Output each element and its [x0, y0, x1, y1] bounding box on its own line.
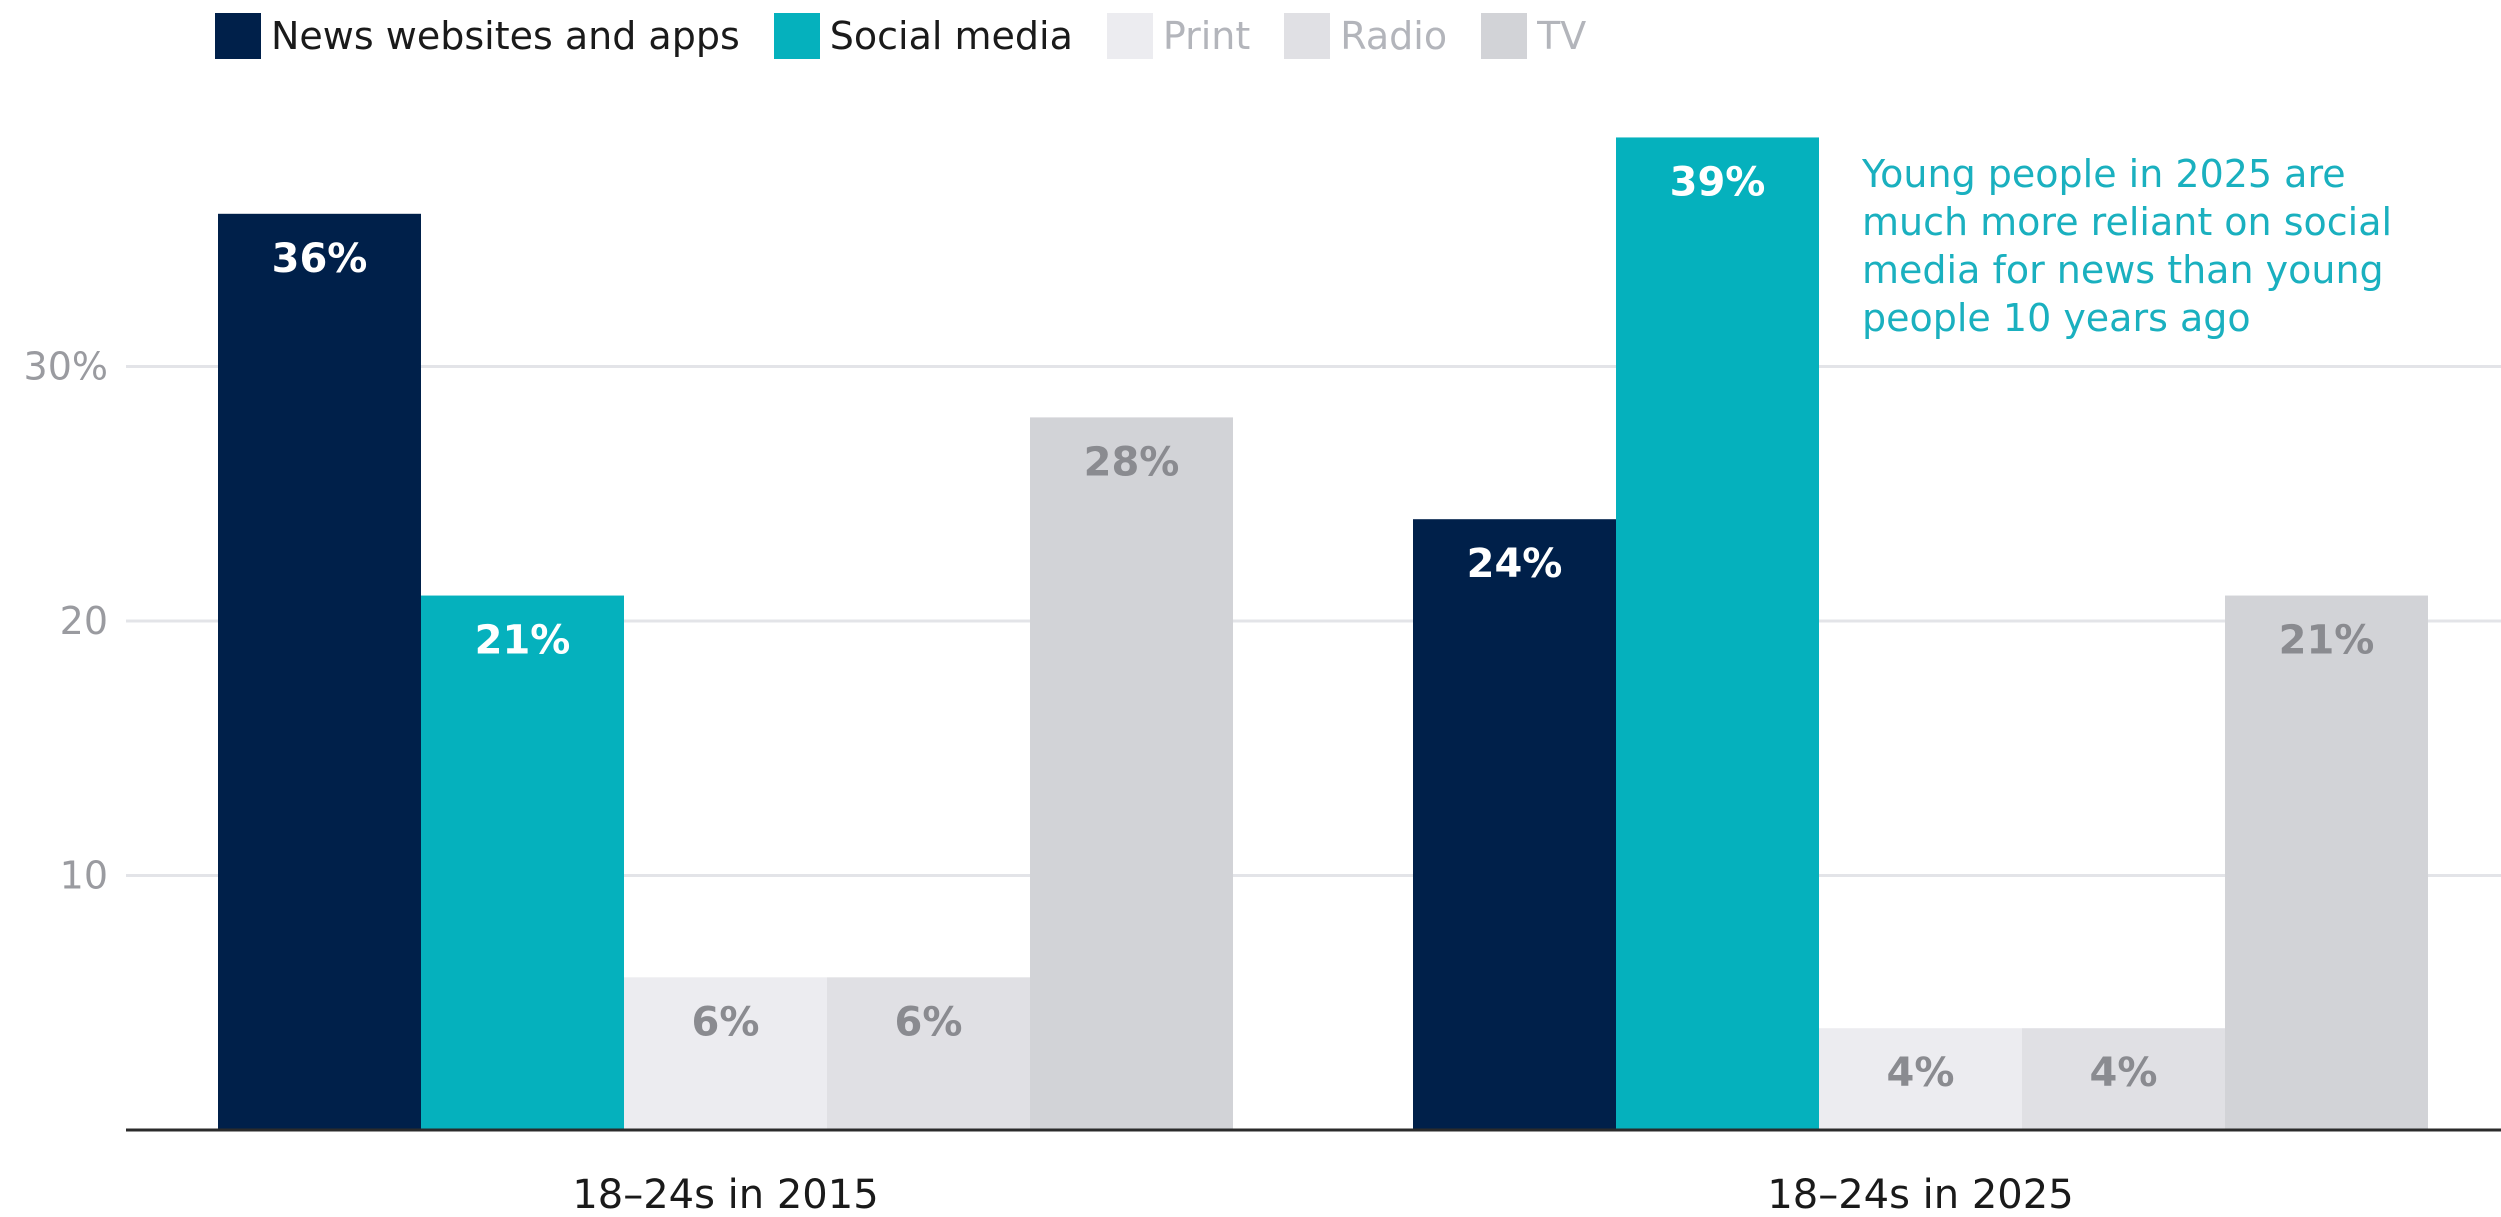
data-label-news-websites-and-apps-2: 24% — [1467, 541, 1563, 587]
legend-item-news-websites-and-apps: News websites and apps — [215, 13, 740, 59]
data-label-news-websites-and-apps-1: 36% — [272, 236, 368, 282]
y-tick-label-20: 20 — [60, 599, 108, 643]
bar-news-websites-and-apps-2 — [1413, 519, 1616, 1130]
legend-swatch-tv — [1481, 13, 1528, 59]
bar-social-media-2 — [1616, 137, 1819, 1130]
y-tick-label-10: 10 — [60, 854, 108, 898]
bar-news-websites-and-apps-1 — [218, 213, 421, 1131]
data-label-radio-1: 6% — [895, 999, 963, 1045]
bar-tv-1 — [1030, 417, 1233, 1130]
legend-item-tv: TV — [1481, 13, 1586, 59]
data-label-radio-2: 4% — [2090, 1050, 2158, 1096]
x-tick-label-2: 18–24s in 2025 — [1767, 1172, 2073, 1217]
chart-annotation: Young people in 2025 are much more relia… — [1862, 152, 2393, 340]
bar-radio-1 — [827, 977, 1030, 1130]
legend-label-tv: TV — [1537, 14, 1587, 58]
legend-label-print: Print — [1162, 14, 1251, 58]
data-label-tv-1: 28% — [1084, 439, 1180, 485]
legend-swatch-news-websites-and-apps — [215, 13, 261, 59]
data-label-print-1: 6% — [692, 999, 760, 1045]
legend-swatch-radio — [1284, 13, 1331, 59]
legend-item-social-media: Social media — [773, 13, 1073, 59]
data-label-print-2: 4% — [1887, 1050, 1955, 1096]
data-label-social-media-2: 39% — [1670, 159, 1766, 205]
x-tick-label-1: 18–24s in 2015 — [572, 1172, 878, 1217]
bar-tv-2 — [2225, 595, 2428, 1130]
y-tick-label-30: 30% — [24, 345, 108, 389]
bar-social-media-1 — [421, 595, 624, 1130]
bar-print-2 — [1819, 1028, 2022, 1130]
legend-label-news-websites-and-apps: News websites and apps — [271, 14, 740, 58]
legend-label-radio: Radio — [1340, 14, 1448, 58]
legend-swatch-social-media — [773, 13, 820, 59]
data-label-social-media-1: 21% — [475, 618, 571, 664]
legend-item-print: Print — [1106, 13, 1251, 59]
legend-item-radio: Radio — [1284, 13, 1447, 59]
legend: News websites and apps Social media Print R… — [215, 10, 1620, 62]
bar-print-1 — [624, 977, 827, 1130]
legend-label-social-media: Social media — [829, 14, 1073, 58]
data-label-tv-2: 21% — [2279, 618, 2375, 664]
bar-radio-2 — [2022, 1028, 2225, 1130]
legend-swatch-print — [1106, 13, 1153, 59]
